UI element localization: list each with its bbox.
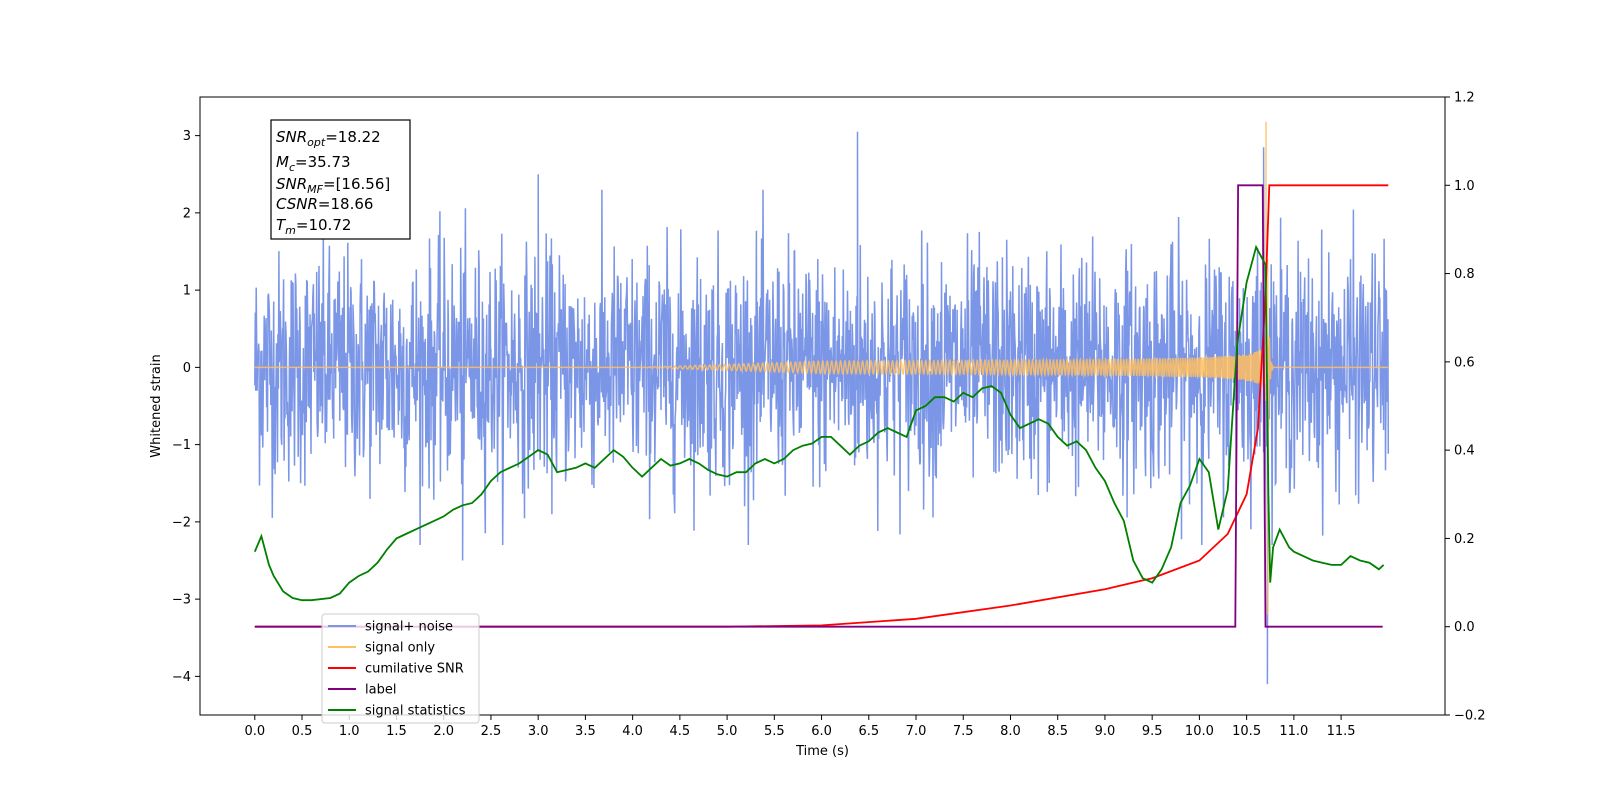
x-tick-label: 7.0 bbox=[906, 724, 927, 739]
y-right-tick-label: 0.2 bbox=[1454, 532, 1475, 547]
y-left-tick-label: 1 bbox=[183, 284, 191, 299]
y-right-tick-label: 0.0 bbox=[1454, 620, 1475, 635]
x-tick-label: 3.0 bbox=[528, 724, 549, 739]
legend-label: signal only bbox=[365, 641, 435, 656]
series-label-line bbox=[254, 184, 1383, 628]
legend-frame bbox=[321, 613, 480, 724]
x-tick-label: 9.5 bbox=[1142, 724, 1163, 739]
annotation-line: SNRMF=[16.56] bbox=[276, 175, 390, 196]
x-tick-label: 5.5 bbox=[764, 724, 785, 739]
y-left-tick-label: 3 bbox=[183, 129, 191, 144]
x-tick-label: 1.5 bbox=[386, 724, 407, 739]
y-left-tick-label: −1 bbox=[172, 438, 191, 453]
x-tick-label: 4.0 bbox=[622, 724, 643, 739]
x-tick-label: 5.0 bbox=[717, 724, 738, 739]
legend-item-cumilative-snr: cumilative SNR bbox=[328, 662, 464, 677]
y-axis-right-ticks: 1.2 1.0 0.8 0.6 0.4 0.2 0.0 −0.2 bbox=[1445, 91, 1486, 724]
x-tick-label: 4.5 bbox=[670, 724, 691, 739]
x-tick-label: 9.0 bbox=[1095, 724, 1116, 739]
x-axis-ticks: 0.0 0.5 1.0 1.5 2.0 2.5 3.0 3.5 4.0 4.5 5.0 5.5 6.0 6… bbox=[244, 715, 1356, 739]
x-tick-label: 0.5 bbox=[292, 724, 313, 739]
y-right-tick-label: 1.0 bbox=[1454, 179, 1475, 194]
series-signal-noise-line bbox=[254, 131, 1390, 685]
legend-label: signal+ noise bbox=[365, 620, 453, 635]
y-left-tick-label: −2 bbox=[172, 515, 191, 530]
x-tick-label: 8.0 bbox=[1000, 724, 1021, 739]
legend-item-signal-noise: signal+ noise bbox=[328, 620, 453, 635]
series-layer bbox=[253, 121, 1390, 685]
series-signal-only-line bbox=[254, 121, 1389, 615]
x-tick-label: 11.0 bbox=[1279, 724, 1308, 739]
legend-label: signal statistics bbox=[365, 704, 466, 719]
legend-item-label: label bbox=[328, 683, 396, 698]
plot-frame bbox=[199, 96, 1446, 716]
y-right-tick-label: −0.2 bbox=[1454, 709, 1486, 724]
annotation-line: Mc=35.73 bbox=[276, 153, 351, 174]
y-right-tick-label: 0.8 bbox=[1454, 267, 1475, 282]
y-left-tick-label: −4 bbox=[172, 670, 191, 685]
y-right-tick-label: 0.6 bbox=[1454, 355, 1475, 370]
y-right-tick-label: 1.2 bbox=[1454, 91, 1475, 106]
y-axis-label: Whitened strain bbox=[149, 354, 164, 457]
y-right-tick-label: 0.4 bbox=[1454, 444, 1475, 459]
annotation-box-frame bbox=[270, 119, 411, 240]
series-signal-statistics-line bbox=[253, 244, 1385, 602]
legend-item-signal-statistics: signal statistics bbox=[328, 704, 466, 719]
x-tick-label: 10.5 bbox=[1232, 724, 1261, 739]
x-tick-label: 11.5 bbox=[1327, 724, 1356, 739]
x-tick-label: 7.5 bbox=[953, 724, 974, 739]
x-tick-label: 2.0 bbox=[433, 724, 454, 739]
x-tick-label: 8.5 bbox=[1047, 724, 1068, 739]
y-left-tick-label: 0 bbox=[183, 361, 191, 376]
y-left-tick-label: 2 bbox=[183, 206, 191, 221]
legend-label: cumilative SNR bbox=[365, 662, 464, 677]
x-tick-label: 2.5 bbox=[481, 724, 502, 739]
legend-item-signal-only: signal only bbox=[328, 641, 435, 656]
x-tick-label: 6.0 bbox=[811, 724, 832, 739]
x-tick-label: 0.0 bbox=[244, 724, 265, 739]
x-axis-label: Time (s) bbox=[795, 744, 849, 759]
x-tick-label: 1.0 bbox=[339, 724, 360, 739]
x-tick-label: 3.5 bbox=[575, 724, 596, 739]
x-tick-label: 10.0 bbox=[1185, 724, 1214, 739]
metrics-annotation-box: SNRopt=18.22 Mc=35.73SNRMF=[16.56]CSNR=18… bbox=[270, 119, 411, 240]
legend: signal+ noise signal only cumilative SNR la… bbox=[321, 613, 480, 724]
annotation-line: CSNR=18.66 bbox=[276, 195, 373, 213]
y-axis-left-ticks: 3 2 1 0 −1 −2 −3 −4 bbox=[172, 129, 200, 685]
x-tick-label: 6.5 bbox=[858, 724, 879, 739]
y-left-tick-label: −3 bbox=[172, 593, 191, 608]
annotation-line: Tm=10.72 bbox=[276, 216, 351, 237]
legend-label: label bbox=[365, 683, 396, 698]
annotation-line: SNRopt=18.22 bbox=[276, 128, 381, 149]
